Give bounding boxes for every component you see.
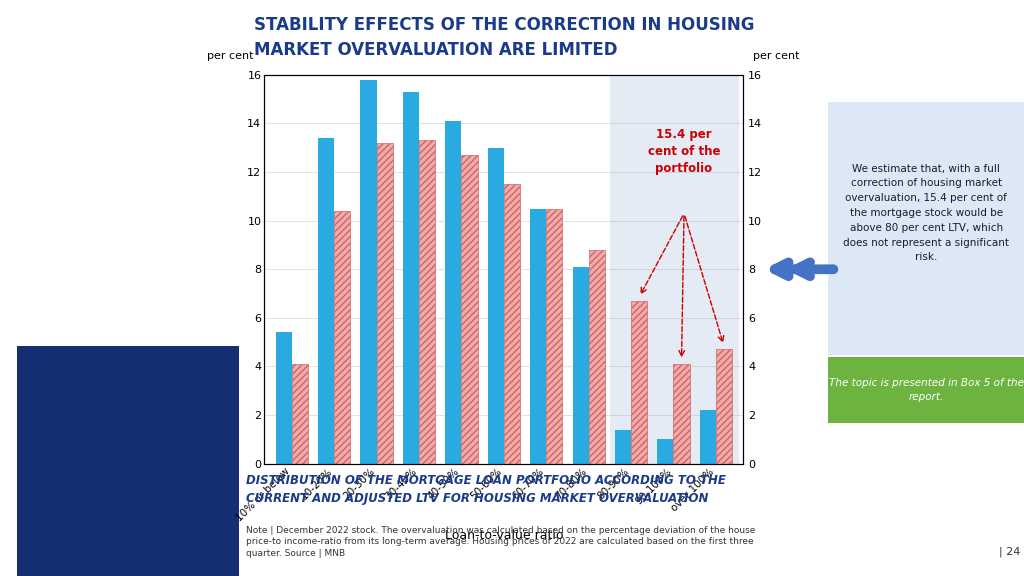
Text: Q U E S T I O N S
s a j t o @ m n b . h u: Q U E S T I O N S s a j t o @ m n b . h …: [59, 199, 179, 227]
Bar: [828, 357, 1024, 423]
Bar: [657, 439, 674, 464]
Bar: [16, 346, 239, 576]
Bar: [674, 364, 689, 464]
Bar: [716, 350, 732, 464]
Text: Note | December 2022 stock. The overvaluation was calculated based on the percen: Note | December 2022 stock. The overvalu…: [247, 526, 756, 558]
Text: DISTRIBUTION OF THE MORTGAGE LOAN PORTFOLIO ACCORDING TO THE
CURRENT AND ADJUSTE: DISTRIBUTION OF THE MORTGAGE LOAN PORTFO…: [247, 474, 726, 505]
Bar: [610, 75, 739, 464]
Bar: [462, 155, 477, 464]
Bar: [292, 364, 308, 464]
Bar: [504, 184, 520, 464]
Bar: [419, 141, 435, 464]
Text: | 24: | 24: [998, 547, 1020, 558]
Bar: [334, 211, 350, 464]
Bar: [402, 92, 419, 464]
Bar: [572, 267, 589, 464]
Bar: [360, 79, 377, 464]
Text: 15.4 per
cent of the
portfolio: 15.4 per cent of the portfolio: [648, 128, 720, 175]
Text: per cent: per cent: [207, 51, 253, 61]
Bar: [487, 148, 504, 464]
Bar: [275, 332, 292, 464]
Text: The topic is presented in Box 5 of the
report.: The topic is presented in Box 5 of the r…: [828, 378, 1024, 402]
Text: We estimate that, with a full
correction of housing market
overvaluation, 15.4 p: We estimate that, with a full correction…: [843, 164, 1009, 262]
Bar: [615, 430, 631, 464]
Bar: [828, 102, 1024, 355]
Bar: [377, 143, 392, 464]
Bar: [318, 138, 334, 464]
X-axis label: Loan-to-value ratio: Loan-to-value ratio: [444, 529, 563, 543]
Bar: [699, 410, 716, 464]
Bar: [530, 209, 546, 464]
Bar: [445, 121, 462, 464]
Bar: [546, 209, 562, 464]
Text: per cent: per cent: [753, 51, 800, 61]
Text: STABILITY EFFECTS OF THE CORRECTION IN HOUSING
MARKET OVERVALUATION ARE LIMITED: STABILITY EFFECTS OF THE CORRECTION IN H…: [254, 16, 755, 59]
Bar: [631, 301, 647, 464]
Bar: [589, 250, 605, 464]
